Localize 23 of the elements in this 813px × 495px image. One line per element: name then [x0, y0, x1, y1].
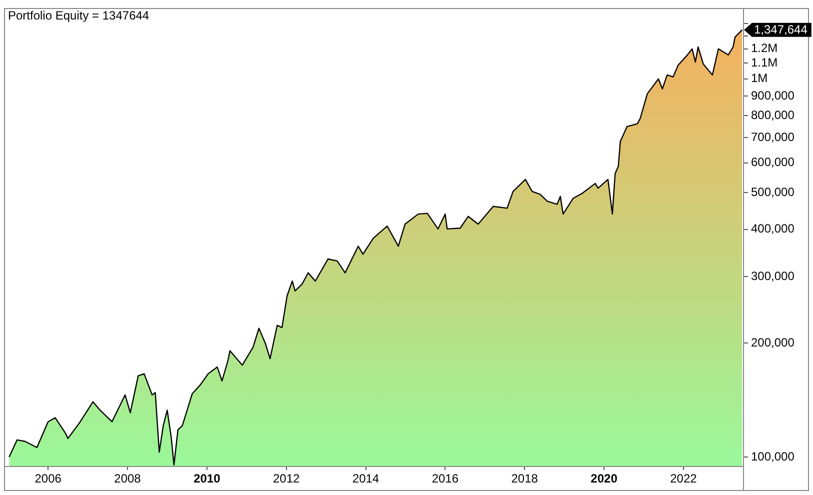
y-tick-label: 300,000: [751, 268, 795, 283]
y-tick-label: 800,000: [751, 108, 795, 122]
y-tick-label: 1.2M: [751, 41, 778, 56]
y-tick-label: 500,000: [751, 185, 795, 200]
y-tick-label: 200,000: [751, 336, 795, 350]
y-tick-label: 900,000: [751, 88, 795, 102]
x-tick-label: 2020: [590, 472, 618, 486]
y-tick-label: 100,000: [751, 449, 795, 464]
chart-title: Portfolio Equity = 1347644: [8, 8, 150, 22]
y-tick-label: 600,000: [751, 155, 795, 170]
x-tick-label: 2010: [194, 472, 221, 486]
x-tick-label: 2022: [670, 472, 698, 486]
x-tick-label: 2008: [114, 472, 142, 486]
y-tick-label: 700,000: [751, 130, 795, 144]
x-tick-label: 2012: [272, 472, 300, 486]
x-tick-label: 2016: [432, 472, 459, 486]
x-tick-label: 2014: [352, 472, 380, 486]
annotation: 1,347,644: [754, 22, 808, 37]
y-tick-label: 1M: [751, 71, 768, 86]
y-tick-label: 400,000: [751, 222, 795, 236]
x-tick-label: 2018: [511, 472, 538, 486]
x-tick-label: 2006: [34, 472, 62, 486]
y-tick-label: 1.1M: [751, 56, 778, 70]
